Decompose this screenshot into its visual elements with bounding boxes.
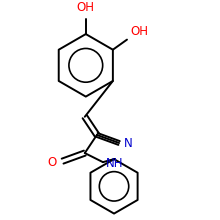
Text: NH: NH — [106, 157, 123, 170]
Text: OH: OH — [130, 25, 148, 38]
Text: O: O — [47, 156, 57, 169]
Text: N: N — [124, 137, 133, 150]
Text: OH: OH — [77, 1, 95, 14]
